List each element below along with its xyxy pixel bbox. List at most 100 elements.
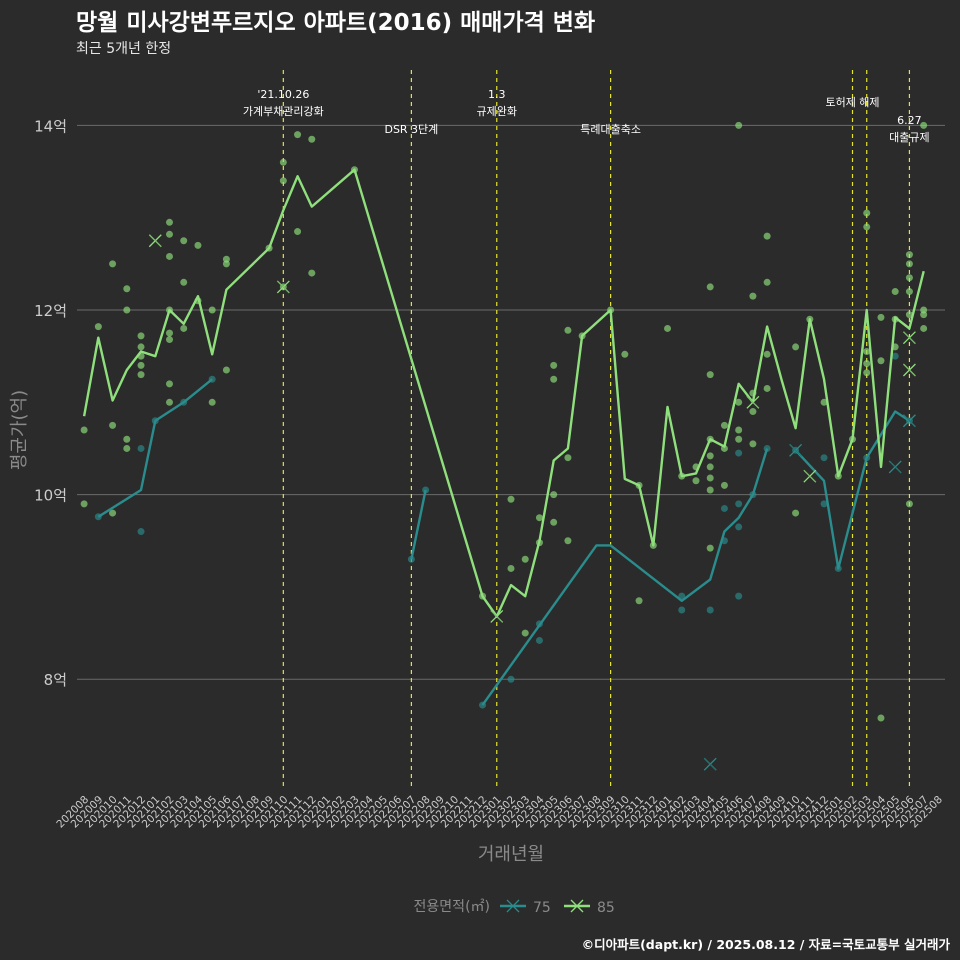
data-point-85 [763, 232, 771, 240]
cross-marker-85 [902, 363, 916, 377]
data-point-85 [180, 324, 188, 332]
data-point-85 [123, 435, 131, 443]
data-point-85 [905, 500, 913, 508]
series-line-85 [82, 168, 925, 618]
data-point-85 [165, 252, 173, 260]
data-point-85 [535, 514, 543, 522]
data-point-85 [905, 288, 913, 296]
data-point-75 [820, 454, 828, 462]
data-point-85 [80, 500, 88, 508]
data-point-85 [863, 209, 871, 217]
data-point-85 [123, 306, 131, 314]
data-point-85 [863, 360, 871, 368]
data-point-85 [294, 131, 302, 139]
legend-item-85: 85 [564, 899, 615, 916]
data-point-85 [109, 509, 117, 517]
data-point-75 [720, 504, 728, 512]
data-point-75 [735, 592, 743, 600]
data-point-85 [692, 477, 700, 485]
series-line-75 [97, 378, 213, 518]
event-label: 특례대출축소 [580, 123, 641, 136]
data-point-85 [180, 278, 188, 286]
data-point-85 [735, 398, 743, 406]
data-point-85 [521, 555, 529, 563]
data-point-85 [877, 357, 885, 365]
cross-marker-85 [276, 280, 290, 294]
data-point-85 [165, 218, 173, 226]
data-point-85 [877, 313, 885, 321]
data-point-85 [208, 306, 216, 314]
data-point-85 [905, 274, 913, 282]
data-point-75 [706, 606, 714, 614]
cross-marker-75 [789, 443, 803, 457]
series-line-75 [794, 410, 911, 570]
data-point-75 [535, 636, 543, 644]
data-point-75 [137, 444, 145, 452]
data-point-85 [706, 283, 714, 291]
event-label: 토허제 해제 [825, 95, 879, 109]
data-point-85 [564, 454, 572, 462]
data-point-85 [720, 421, 728, 429]
cross-marker-85 [746, 395, 760, 409]
data-point-85 [863, 348, 871, 356]
cross-marker-75 [703, 757, 717, 771]
data-point-85 [706, 486, 714, 494]
data-point-85 [109, 421, 117, 429]
data-point-85 [180, 237, 188, 245]
data-point-85 [308, 135, 316, 143]
y-axis-title: 평균가(억) [9, 390, 30, 470]
data-point-75 [407, 555, 415, 563]
data-point-85 [279, 177, 287, 185]
legend-item-75: 75 [500, 899, 551, 916]
axis-layer: 8억10억12억14억20200820200920201020201120201… [9, 117, 945, 865]
legend-label: 85 [597, 900, 615, 916]
event-label: DSR 3단계 [384, 123, 438, 136]
series-line-75 [410, 489, 427, 560]
data-point-85 [80, 426, 88, 434]
line-layer [82, 168, 925, 706]
data-point-85 [763, 350, 771, 358]
chart-title: 망월 미사강변푸르지오 아파트(2016) 매매가격 변화 [76, 10, 596, 36]
chart-subtitle: 최근 5개년 한정 [76, 41, 172, 57]
data-point-85 [208, 398, 216, 406]
cross-marker-75 [888, 460, 902, 474]
legend-label: 75 [533, 900, 551, 916]
data-point-85 [194, 241, 202, 249]
data-point-85 [165, 336, 173, 344]
legend-title: 전용면적(㎡) [414, 899, 490, 915]
data-point-85 [706, 452, 714, 460]
data-point-85 [308, 269, 316, 277]
data-point-85 [706, 474, 714, 482]
data-point-85 [564, 537, 572, 545]
data-point-85 [165, 329, 173, 337]
data-point-85 [94, 323, 102, 331]
data-point-85 [706, 371, 714, 379]
event-label: 대출규제 [889, 131, 929, 144]
data-point-85 [891, 288, 899, 296]
y-tick-label: 10억 [34, 487, 67, 505]
data-point-75 [422, 486, 430, 494]
data-point-85 [123, 285, 131, 293]
data-point-85 [507, 495, 515, 503]
data-point-85 [550, 518, 558, 526]
event-label: 가계부채관리강화 [243, 105, 324, 118]
data-point-85 [863, 223, 871, 231]
data-point-85 [507, 564, 515, 572]
y-tick-label: 8억 [44, 671, 67, 689]
cross-marker-75 [902, 414, 916, 428]
data-point-85 [905, 251, 913, 259]
data-point-75 [507, 675, 515, 683]
event-label: 1.3 [488, 88, 506, 101]
data-point-75 [735, 500, 743, 508]
data-point-75 [678, 606, 686, 614]
data-point-85 [564, 326, 572, 334]
data-point-75 [735, 449, 743, 457]
data-point-85 [920, 121, 928, 129]
data-point-85 [123, 444, 131, 452]
data-point-85 [165, 398, 173, 406]
data-point-85 [735, 435, 743, 443]
data-point-85 [720, 481, 728, 489]
data-point-85 [820, 398, 828, 406]
